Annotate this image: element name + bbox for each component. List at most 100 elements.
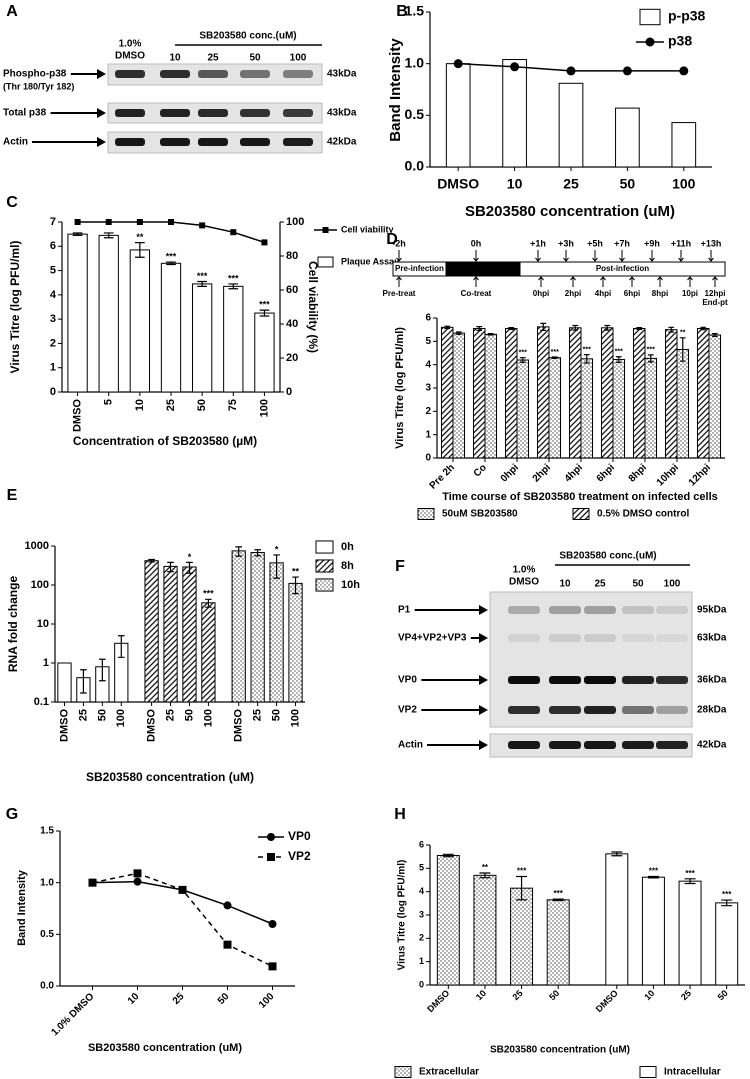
- lane-label: 100: [290, 53, 307, 64]
- bar: [160, 262, 182, 393]
- point: [223, 940, 232, 949]
- time-label: +1h: [530, 238, 546, 248]
- error-bar: [103, 232, 114, 239]
- point-label: 12hpi: [705, 289, 726, 298]
- bar: [98, 234, 119, 393]
- size-label: 63kDa: [697, 633, 727, 644]
- point: [261, 239, 268, 246]
- significance: **: [136, 232, 144, 242]
- x-tick-label: 100: [258, 399, 270, 417]
- time-arrow: [708, 250, 714, 262]
- point: [105, 219, 112, 225]
- y2-tick-label: 60: [286, 284, 298, 296]
- x-tick-label: 1.0% DMSO: [49, 991, 96, 1038]
- error-bar: [72, 232, 83, 236]
- bar: [568, 327, 582, 459]
- y-tick-label: 1: [43, 657, 49, 669]
- point-label: 6hpi: [624, 289, 640, 298]
- x-tick-label: 25: [563, 176, 579, 192]
- y-tick-label: 6: [419, 839, 424, 849]
- band: [584, 706, 616, 714]
- significance: ***: [685, 869, 695, 878]
- y-axis-label: RNA fold change: [6, 576, 20, 673]
- lane-label: 10: [559, 579, 571, 590]
- time-arrow: [473, 250, 479, 262]
- y-tick-label: 0.0: [405, 158, 425, 174]
- time-label: +13h: [701, 238, 722, 248]
- row-label: Total p38: [3, 108, 47, 119]
- x-tick-label: 50: [270, 709, 282, 721]
- time-label: +7h: [614, 238, 630, 248]
- point: [223, 901, 232, 910]
- x-axis-label: Concentration of SB203580 (µM): [73, 434, 257, 448]
- bar: [632, 328, 646, 459]
- legend-label: VP0: [288, 829, 311, 843]
- point: [133, 869, 142, 878]
- significance: ***: [647, 347, 655, 354]
- panel-label: A: [6, 3, 18, 20]
- error-bar: [254, 549, 261, 557]
- band: [240, 70, 270, 78]
- row-label: Phospho-p38: [3, 69, 67, 80]
- x-tick-label: DMSO: [58, 709, 70, 742]
- x-tick-label: 10: [126, 991, 142, 1007]
- panel-label: F: [395, 558, 405, 575]
- bar: [615, 107, 640, 168]
- bar: [231, 550, 246, 703]
- point: [622, 66, 632, 76]
- error-bar: [611, 851, 623, 857]
- x-tick-label: 10hpi: [655, 462, 681, 488]
- y-tick-label: 2: [419, 933, 424, 943]
- y-tick-label: 1: [425, 429, 431, 440]
- y-tick-label: 0: [425, 453, 431, 464]
- point-label: 4hpi: [595, 289, 611, 298]
- y-tick-label: 1.0: [405, 54, 425, 70]
- bar: [182, 566, 197, 703]
- y-axis-label: Band Intensity: [387, 38, 404, 142]
- x-tick-label: 50: [547, 988, 561, 1002]
- legend-label: Extracellular: [419, 1067, 479, 1078]
- error-bar: [551, 356, 558, 359]
- bar: [436, 855, 460, 986]
- x-tick-label: 100: [289, 709, 301, 727]
- legend-label: VP2: [288, 849, 311, 863]
- x-axis-label: SB203580 concentration (uM): [490, 1045, 630, 1056]
- bar: [671, 122, 697, 168]
- y-tick-label: 0.1: [34, 696, 49, 708]
- x-tick-label: 100: [672, 176, 696, 192]
- x-tick-label: 25: [171, 991, 187, 1007]
- legend-label: p38: [668, 33, 692, 49]
- x-tick-label: 50: [216, 991, 232, 1007]
- significance: **: [482, 863, 489, 872]
- panel-label: B: [396, 3, 408, 20]
- band: [549, 634, 581, 642]
- bar: [641, 876, 665, 986]
- bar: [664, 329, 678, 459]
- arrow-head: [479, 605, 488, 615]
- size-label: 42kDa: [697, 740, 727, 751]
- y2-tick-label: 40: [286, 318, 298, 330]
- y2-tick-label: 100: [286, 216, 304, 228]
- x-tick-label: 6hpi: [595, 462, 617, 484]
- point-label: End-pt: [702, 298, 728, 307]
- x-tick-label: 50: [196, 399, 208, 411]
- legend-label: p-p38: [668, 8, 706, 24]
- point: [74, 219, 81, 225]
- point-arrow: [712, 276, 718, 287]
- bar: [163, 565, 178, 703]
- x-tick-label: DMSO: [425, 988, 451, 1014]
- band: [508, 676, 540, 684]
- phase-label: Post-infection: [596, 264, 649, 273]
- time-label: 0h: [471, 238, 482, 248]
- significance: ***: [551, 349, 559, 356]
- bar: [472, 328, 486, 459]
- error-bar: [711, 333, 718, 338]
- y-tick-label: 100: [31, 579, 49, 591]
- band: [549, 741, 581, 749]
- row-label: VP0: [398, 675, 417, 686]
- error-bar: [205, 598, 212, 608]
- legend-swatch: [315, 559, 334, 573]
- bar: [558, 82, 584, 168]
- error-bar: [235, 546, 243, 557]
- y-tick-label: 1.5: [40, 826, 54, 837]
